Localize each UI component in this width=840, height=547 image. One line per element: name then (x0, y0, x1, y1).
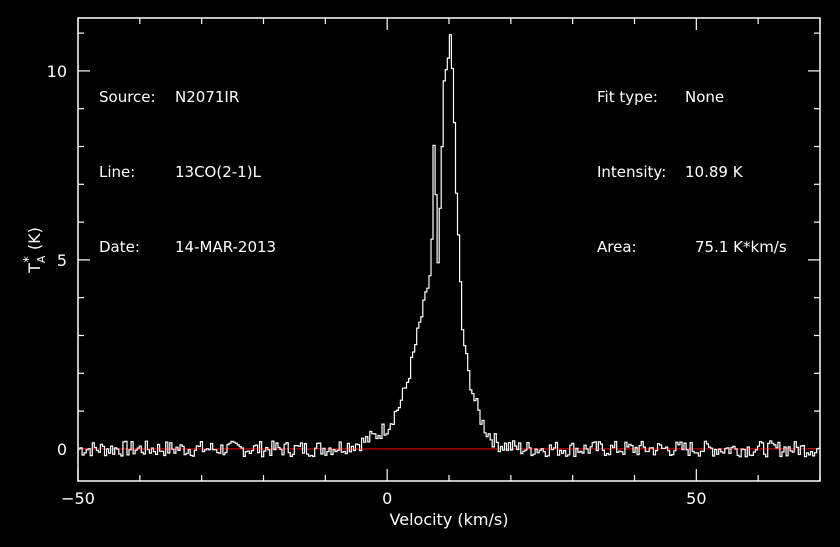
line-value: 13CO(2-1)L (175, 163, 261, 181)
header-left: Source: N2071IR Line: 13CO(2-1)L Date: 14-M… (99, 35, 276, 285)
date-value: 14-MAR-2013 (175, 238, 277, 256)
svg-text:TA*(K): TA*(K) (22, 227, 48, 274)
source-label: Source: (99, 88, 156, 106)
x-tick-label: 0 (382, 489, 392, 508)
x-axis-label: Velocity (km/s) (390, 510, 509, 529)
header-right: Fit type: None Intensity: 10.89 K Area: 75.… (597, 35, 815, 285)
x-tick-label: −50 (61, 489, 95, 508)
y-tick-label: 10 (47, 62, 67, 81)
y-tick-label: 0 (57, 440, 67, 459)
intensity-value: 10.89 K (685, 163, 743, 181)
intensity-label: Intensity: (597, 163, 667, 181)
y-tick-label: 5 (57, 251, 67, 270)
y-axis-label: TA*(K) (22, 227, 48, 274)
fit-type-value: None (685, 88, 725, 106)
fit-type-label: Fit type: (597, 88, 658, 106)
area-label: Area: (597, 238, 637, 256)
source-value: N2071IR (175, 88, 240, 106)
x-tick-label: 50 (686, 489, 706, 508)
date-label: Date: (99, 238, 140, 256)
area-value: 75.1 K*km/s (695, 238, 787, 256)
line-label: Line: (99, 163, 136, 181)
spectrum-trace (78, 34, 820, 458)
